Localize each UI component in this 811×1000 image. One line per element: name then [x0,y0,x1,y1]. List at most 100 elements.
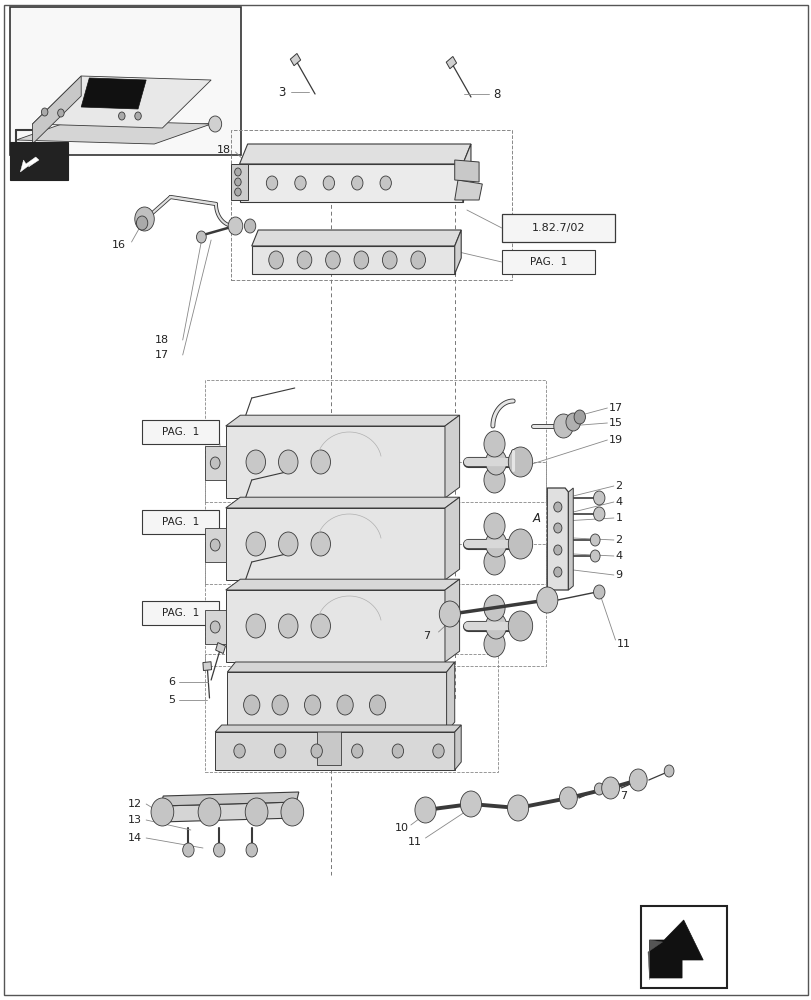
Circle shape [274,744,285,758]
Text: 16: 16 [112,240,126,250]
Text: 11: 11 [408,837,422,847]
Text: 1.82.7/02: 1.82.7/02 [531,223,585,233]
Circle shape [351,744,363,758]
Circle shape [508,529,532,559]
Polygon shape [231,164,247,200]
Circle shape [382,251,397,269]
Circle shape [325,251,340,269]
Circle shape [304,695,320,715]
Circle shape [208,116,221,132]
Circle shape [268,251,283,269]
Circle shape [354,251,368,269]
Text: 12: 12 [128,799,142,809]
Text: PAG.  1: PAG. 1 [162,427,199,437]
Polygon shape [239,144,470,164]
Circle shape [593,585,604,599]
Circle shape [278,450,298,474]
Circle shape [272,695,288,715]
Circle shape [508,447,532,477]
Circle shape [196,231,206,243]
Circle shape [439,601,460,627]
Bar [227,672,446,732]
Polygon shape [20,157,39,172]
Polygon shape [227,662,454,672]
Bar [501,214,615,242]
Circle shape [278,614,298,638]
Bar [501,250,594,274]
Polygon shape [225,415,459,426]
Circle shape [485,531,506,557]
Text: 18: 18 [217,145,231,155]
Polygon shape [547,488,568,590]
Circle shape [136,216,148,230]
Polygon shape [444,579,459,662]
Circle shape [234,178,241,186]
Text: 8: 8 [492,88,500,101]
Circle shape [210,457,220,469]
Circle shape [380,176,391,190]
Circle shape [553,523,561,533]
Polygon shape [161,802,296,822]
Polygon shape [205,446,225,480]
Circle shape [234,744,245,758]
Bar [142,420,219,444]
Circle shape [243,695,260,715]
Polygon shape [446,662,454,732]
Polygon shape [444,497,459,580]
Text: 2: 2 [615,535,622,545]
Polygon shape [216,643,225,654]
Circle shape [58,109,64,117]
Polygon shape [205,528,225,562]
Text: 10: 10 [394,823,408,833]
Polygon shape [225,579,459,590]
Circle shape [483,431,504,457]
Circle shape [337,695,353,715]
Circle shape [553,502,561,512]
Circle shape [590,550,599,562]
Circle shape [536,587,557,613]
Circle shape [245,798,268,826]
Circle shape [508,611,532,641]
Circle shape [601,777,619,799]
Text: 4: 4 [615,497,622,507]
Circle shape [297,251,311,269]
Polygon shape [205,610,225,644]
Bar [142,601,219,625]
Circle shape [594,783,603,795]
Text: 1: 1 [615,513,622,523]
Circle shape [590,534,599,546]
Circle shape [629,769,646,791]
Circle shape [213,843,225,857]
Circle shape [294,176,306,190]
Text: 14: 14 [128,833,142,843]
Circle shape [198,798,221,826]
Polygon shape [444,415,459,498]
Circle shape [507,795,528,821]
Circle shape [565,413,580,431]
Polygon shape [454,230,461,274]
Polygon shape [446,56,456,69]
Polygon shape [568,488,573,590]
Text: 17: 17 [155,350,169,360]
Text: PAG.  1: PAG. 1 [162,608,199,618]
Circle shape [244,219,255,233]
Circle shape [41,108,48,116]
Polygon shape [462,144,470,202]
Bar [10,7,241,155]
Circle shape [593,507,604,521]
Circle shape [234,188,241,196]
Circle shape [559,787,577,809]
Bar [10,142,68,180]
Circle shape [483,513,504,539]
Text: 15: 15 [608,418,622,428]
Polygon shape [225,497,459,508]
Bar [641,906,726,988]
Circle shape [573,410,585,424]
Circle shape [246,532,265,556]
Circle shape [281,798,303,826]
Polygon shape [32,76,81,144]
Text: 7: 7 [620,791,627,801]
Circle shape [323,176,334,190]
Circle shape [483,595,504,621]
Bar [205,462,546,584]
